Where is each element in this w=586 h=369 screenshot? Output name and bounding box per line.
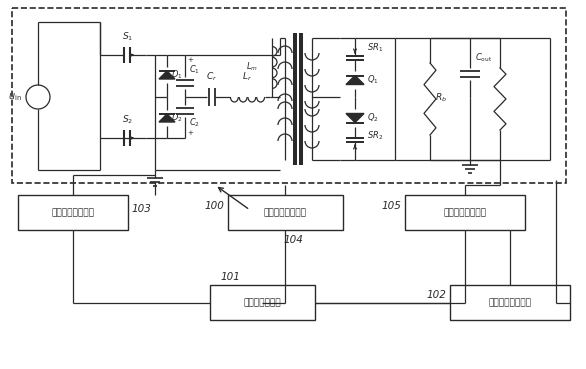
- Text: $L_r$: $L_r$: [242, 70, 252, 83]
- Text: $Q_2$: $Q_2$: [367, 112, 379, 124]
- Text: 电压采样检测电路: 电压采样检测电路: [489, 298, 532, 307]
- Text: $Q_1$: $Q_1$: [367, 74, 379, 86]
- Text: $SR_2$: $SR_2$: [367, 130, 383, 142]
- Text: +: +: [187, 57, 193, 63]
- Text: 副边高频驱动电路: 副边高频驱动电路: [264, 208, 307, 217]
- Text: $L_m$: $L_m$: [246, 61, 258, 73]
- Text: 101: 101: [220, 272, 240, 282]
- Text: 原边高频驱动电路: 原边高频驱动电路: [52, 208, 94, 217]
- Text: $S_2$: $S_2$: [122, 114, 134, 126]
- Text: 数字信号处理器: 数字信号处理器: [244, 298, 281, 307]
- Polygon shape: [159, 114, 175, 122]
- Text: 102: 102: [426, 290, 446, 300]
- Text: $C_1$: $C_1$: [189, 64, 200, 76]
- Text: $C_{\rm out}$: $C_{\rm out}$: [475, 52, 492, 64]
- Bar: [210, 285, 315, 320]
- Polygon shape: [346, 76, 364, 85]
- Bar: [12, 8, 566, 183]
- Text: $D_2$: $D_2$: [171, 112, 183, 124]
- Polygon shape: [159, 71, 175, 79]
- Text: $SR_1$: $SR_1$: [367, 42, 383, 54]
- Text: $S_1$: $S_1$: [122, 31, 134, 43]
- Text: $C_r$: $C_r$: [206, 70, 217, 83]
- Text: +: +: [187, 130, 193, 136]
- Bar: [450, 285, 570, 320]
- Text: $R_b$: $R_b$: [435, 92, 447, 104]
- Bar: [18, 195, 128, 230]
- Text: 电流采样检测电路: 电流采样检测电路: [444, 208, 486, 217]
- Text: 104: 104: [284, 235, 304, 245]
- Text: 103: 103: [131, 204, 151, 214]
- Text: $u_{\rm in}$: $u_{\rm in}$: [8, 91, 22, 103]
- Text: $D_1$: $D_1$: [171, 69, 183, 81]
- Bar: [405, 195, 525, 230]
- Text: 105: 105: [381, 200, 401, 210]
- Bar: [228, 195, 343, 230]
- Text: 100: 100: [204, 200, 224, 210]
- Text: $C_2$: $C_2$: [189, 117, 200, 129]
- Polygon shape: [346, 114, 364, 123]
